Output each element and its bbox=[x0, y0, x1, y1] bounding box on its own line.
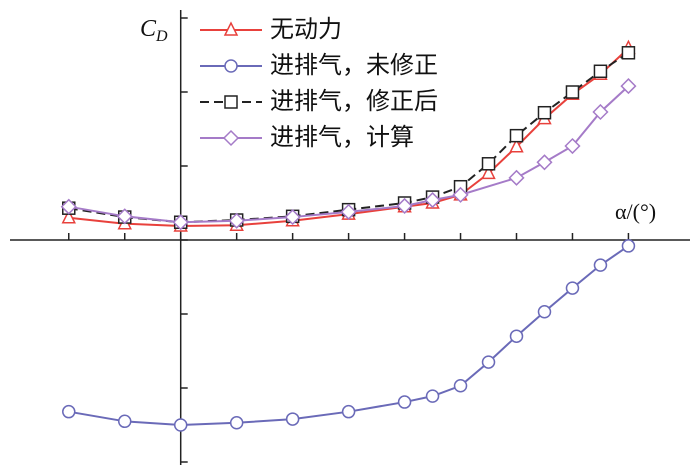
point bbox=[509, 329, 524, 343]
point bbox=[62, 404, 76, 419]
point bbox=[341, 404, 356, 419]
legend-label: 进排气，未修正 bbox=[270, 51, 438, 79]
point bbox=[116, 208, 133, 225]
point bbox=[509, 138, 524, 153]
series-line bbox=[68, 245, 630, 427]
point bbox=[620, 78, 637, 95]
legend-marker bbox=[222, 129, 240, 147]
point bbox=[396, 197, 413, 215]
point bbox=[425, 389, 440, 403]
legend-label: 无动力 bbox=[270, 15, 342, 43]
point bbox=[285, 412, 300, 426]
point bbox=[284, 208, 301, 226]
point bbox=[60, 198, 77, 215]
point bbox=[593, 258, 608, 272]
point bbox=[397, 395, 412, 409]
y-label-main: C bbox=[140, 16, 157, 42]
legend-label: 进排气，修正后 bbox=[270, 87, 438, 115]
point bbox=[424, 191, 441, 209]
legend-marker bbox=[224, 95, 238, 109]
point bbox=[508, 169, 525, 186]
point bbox=[481, 355, 496, 369]
point bbox=[537, 105, 552, 120]
point bbox=[117, 414, 132, 429]
point bbox=[61, 209, 76, 224]
point bbox=[340, 203, 357, 220]
point bbox=[536, 154, 553, 171]
point bbox=[481, 157, 496, 171]
point bbox=[228, 212, 245, 229]
point bbox=[509, 128, 524, 143]
point bbox=[453, 379, 468, 393]
legend-label: 进排气，计算 bbox=[270, 123, 414, 151]
point bbox=[565, 85, 580, 99]
point bbox=[621, 239, 636, 253]
point bbox=[452, 186, 469, 203]
point bbox=[481, 164, 496, 180]
point bbox=[564, 137, 581, 155]
point bbox=[593, 64, 608, 79]
y-label-sub: D bbox=[155, 28, 168, 45]
point bbox=[172, 214, 189, 231]
point bbox=[565, 281, 580, 295]
point bbox=[537, 305, 552, 319]
legend-marker bbox=[224, 59, 238, 73]
point bbox=[621, 46, 636, 60]
point bbox=[592, 103, 609, 121]
y-axis-label: CD bbox=[140, 16, 168, 45]
point bbox=[173, 418, 188, 432]
point bbox=[229, 416, 244, 430]
legend-marker bbox=[223, 21, 239, 36]
x-axis-label: α/(°) bbox=[615, 199, 656, 224]
